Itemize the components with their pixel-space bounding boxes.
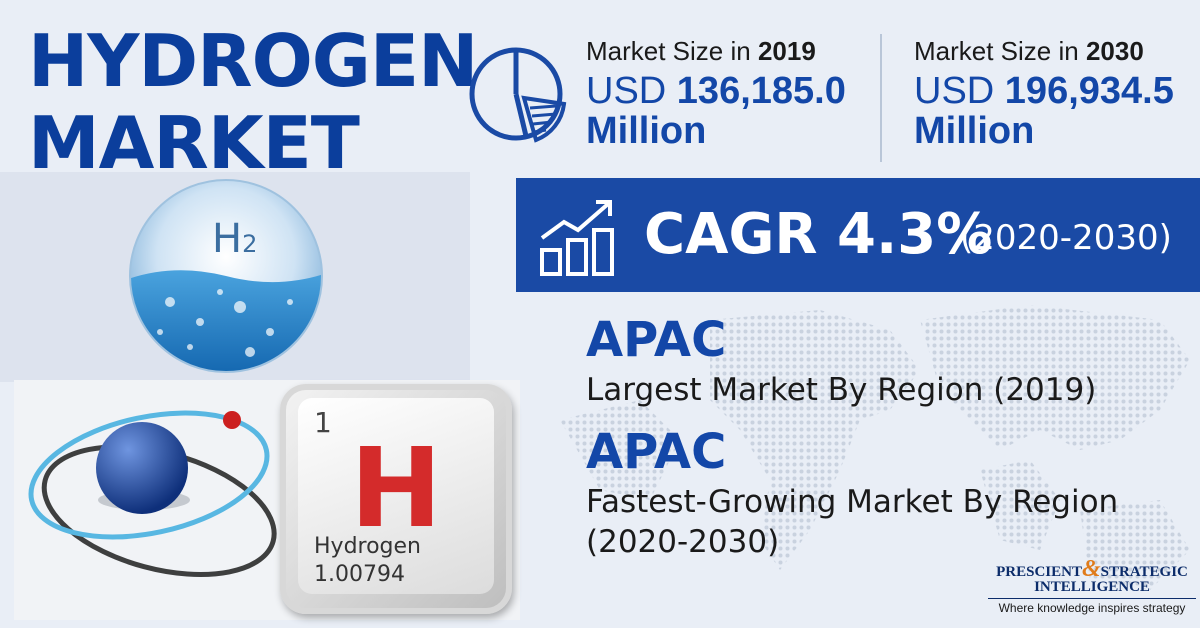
growth-chart-icon	[540, 200, 614, 276]
region-fastest: APAC Fastest-Growing Market By Region (2…	[586, 424, 1118, 562]
atomic-mass: 1.00794	[314, 562, 405, 587]
element-symbol: H	[350, 424, 443, 552]
region-largest: APAC Largest Market By Region (2019)	[586, 312, 1096, 410]
world-map-background	[560, 305, 1190, 590]
cagr-period: (2020-2030)	[960, 218, 1172, 258]
title-line-1: HYDROGEN	[28, 19, 478, 103]
market-size-value: 136,185.0	[676, 70, 846, 112]
atomic-number: 1	[314, 406, 332, 439]
logo-text: PRESCIENT	[996, 564, 1082, 580]
water-sphere-image	[129, 179, 323, 373]
logo-text: STRATEGIC	[1100, 564, 1188, 580]
divider	[880, 34, 882, 162]
market-size-unit: Million	[914, 110, 1035, 152]
currency-label: USD	[586, 70, 677, 112]
atom-element-panel: 1 H Hydrogen 1.00794	[14, 380, 520, 620]
page-title: HYDROGEN MARKET	[28, 19, 478, 185]
cagr-value: CAGR 4.3%	[644, 202, 993, 267]
element-name: Hydrogen	[314, 534, 421, 559]
market-size-year: 2019	[757, 36, 816, 66]
region-description: Largest Market By Region (2019)	[586, 372, 1097, 408]
pie-chart-icon	[469, 47, 567, 143]
cagr-banner: CAGR 4.3% (2020-2030)	[516, 178, 1200, 292]
market-size-year: 2030	[1085, 36, 1144, 66]
logo-ampersand: &	[1081, 556, 1101, 582]
region-description-period: (2020-2030)	[586, 524, 780, 560]
currency-label: USD	[914, 70, 1005, 112]
market-size-label: Market Size in	[586, 36, 758, 66]
company-logo: PRESCIENT&STRATEGIC INTELLIGENCE Where k…	[988, 556, 1196, 615]
market-size-label: Market Size in	[914, 36, 1086, 66]
element-key-tile: 1 H Hydrogen 1.00794	[280, 384, 512, 614]
element-key-face	[298, 398, 494, 594]
atom-model-image	[28, 410, 277, 577]
market-size-unit: Million	[586, 110, 707, 152]
region-name: APAC	[586, 424, 727, 480]
h2-sphere-panel: H2	[0, 172, 470, 382]
market-size-2030: Market Size in 2030 USD 196,934.5 Millio…	[914, 36, 1174, 151]
region-description: Fastest-Growing Market By Region	[586, 484, 1119, 520]
region-name: APAC	[586, 312, 727, 368]
title-line-2: MARKET	[28, 101, 360, 185]
logo-text: INTELLIGENCE	[1034, 579, 1150, 595]
h2-label: H2	[212, 216, 258, 262]
market-size-value: 196,934.5	[1004, 70, 1174, 112]
logo-tagline: Where knowledge inspires strategy	[988, 598, 1196, 615]
market-size-2019: Market Size in 2019 USD 136,185.0 Millio…	[586, 36, 846, 151]
